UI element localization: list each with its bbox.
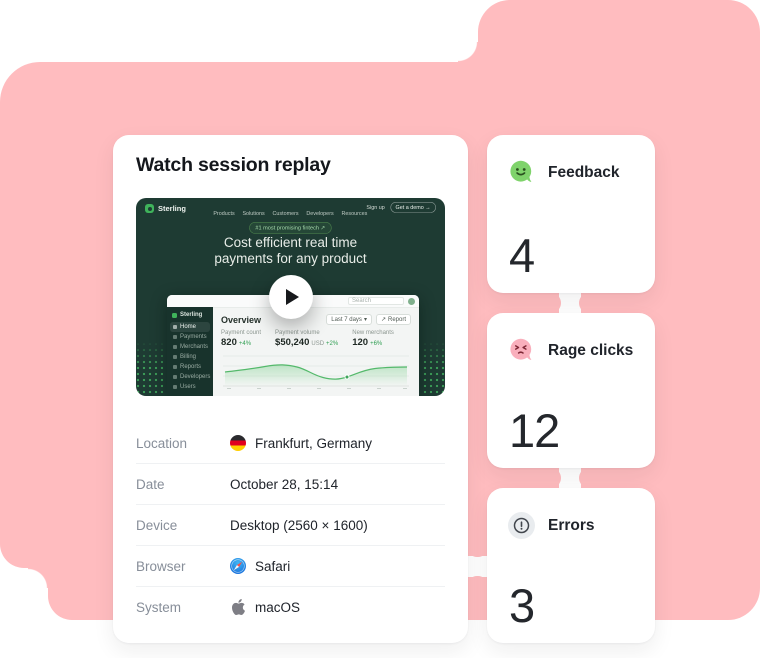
hero-demo-button: Get a demo → — [390, 202, 436, 213]
hero-badge: #1 most promising fintech ↗ — [249, 222, 332, 234]
dot-matrix-decoration — [422, 341, 445, 396]
hero-badge-wrap: #1 most promising fintech ↗ — [136, 221, 445, 241]
sidebar-item-merchants: Merchants — [170, 342, 210, 352]
stat-value: 12 — [509, 404, 560, 457]
meta-row-system: System macOS — [136, 599, 301, 615]
stat-label: Rage clicks — [548, 341, 634, 359]
hero-logo: Sterling — [145, 204, 186, 213]
stat-value: 4 — [509, 229, 535, 282]
pink-cap — [541, 468, 561, 488]
pink-cap — [579, 468, 599, 488]
sidebar-item-users: Users — [170, 382, 210, 392]
export-arrow-icon — [381, 316, 386, 323]
page-title: Watch session replay — [136, 154, 331, 176]
pink-concave-corner — [28, 568, 48, 588]
session-video-thumbnail[interactable]: Sterling Products Solutions Customers De… — [136, 198, 445, 396]
apple-icon — [230, 599, 246, 615]
rage-bubble-icon — [508, 337, 535, 364]
dashboard-logo: Sterling — [167, 310, 213, 322]
avatar — [408, 297, 415, 305]
dot-matrix-decoration — [136, 341, 163, 396]
error-circle-icon — [508, 512, 535, 539]
search-input: Search — [348, 297, 404, 305]
sidebar-item-home: Home — [170, 322, 210, 332]
play-icon — [286, 289, 299, 305]
session-replay-card: Watch session replay Sterling Products S… — [113, 135, 468, 643]
sterling-logo-icon — [172, 312, 177, 318]
meta-row-date: Date October 28, 15:14 — [136, 464, 445, 505]
hero-auth: Sign up Get a demo → — [320, 202, 436, 220]
menu-icon — [173, 365, 177, 369]
errors-card[interactable]: Errors 3 — [487, 488, 655, 643]
stat-label: Errors — [548, 516, 595, 534]
hero-nav-item: Solutions — [242, 210, 265, 216]
card-connector — [559, 466, 581, 490]
meta-row-location: Location Frankfurt, Germany — [136, 423, 445, 464]
dashboard-heading: Overview — [221, 314, 262, 325]
rage-clicks-card[interactable]: Rage clicks 12 — [487, 313, 655, 468]
sidebar-item-billing: Billing — [170, 352, 210, 362]
report-button: Report — [375, 314, 411, 325]
stat-value: 3 — [509, 579, 535, 632]
dashboard-content: Overview Last 7 days Report Payment coun… — [213, 307, 419, 396]
session-meta: Location Frankfurt, Germany Date October… — [136, 423, 445, 627]
safari-icon — [230, 558, 246, 574]
hero-nav-item: Customers — [272, 210, 299, 216]
menu-icon — [173, 325, 177, 329]
menu-icon — [173, 345, 177, 349]
card-connector — [559, 291, 581, 315]
menu-icon — [173, 355, 177, 359]
date-range-select: Last 7 days — [326, 314, 372, 325]
menu-icon — [173, 375, 177, 379]
play-button[interactable] — [268, 275, 313, 319]
meta-row-device: Device Desktop (2560 × 1600) — [136, 505, 445, 546]
menu-icon — [173, 335, 177, 339]
area-chart — [223, 355, 409, 389]
sidebar-item-developers: Developers — [170, 372, 210, 382]
stat-label: Feedback — [548, 163, 620, 181]
menu-icon — [173, 385, 177, 389]
meta-row-browser: Browser Safari — [136, 546, 445, 587]
hero-signup-link: Sign up — [366, 204, 385, 211]
sterling-logo-icon — [145, 204, 154, 213]
sidebar-item-payments: Payments — [170, 332, 210, 342]
pink-cap — [468, 537, 487, 557]
pink-concave-corner — [458, 42, 478, 62]
germany-flag-icon — [230, 435, 246, 451]
hero-nav-item: Resources — [341, 210, 368, 216]
card-connector — [466, 556, 489, 577]
pink-cap — [468, 576, 487, 596]
pink-cap — [579, 293, 599, 313]
sidebar-item-reports: Reports — [170, 362, 210, 372]
pink-cap — [541, 293, 561, 313]
hero-nav-item: Products — [213, 210, 235, 216]
hero-nav: Products Solutions Customers Developers … — [136, 205, 445, 223]
dashboard-sidebar: Sterling Home Payments Merchants Billing… — [167, 307, 213, 396]
dashboard-stats: Payment count 820 +4% Payment volume $50,… — [221, 330, 394, 348]
hero-nav-item: Developers — [306, 210, 334, 216]
chevron-down-icon — [364, 316, 367, 323]
feedback-card[interactable]: Feedback 4 — [487, 135, 655, 293]
feedback-bubble-icon — [508, 159, 535, 186]
hero-brand-name: Sterling — [158, 204, 186, 213]
hero-headline: Cost efficient real time payments for an… — [214, 235, 367, 266]
